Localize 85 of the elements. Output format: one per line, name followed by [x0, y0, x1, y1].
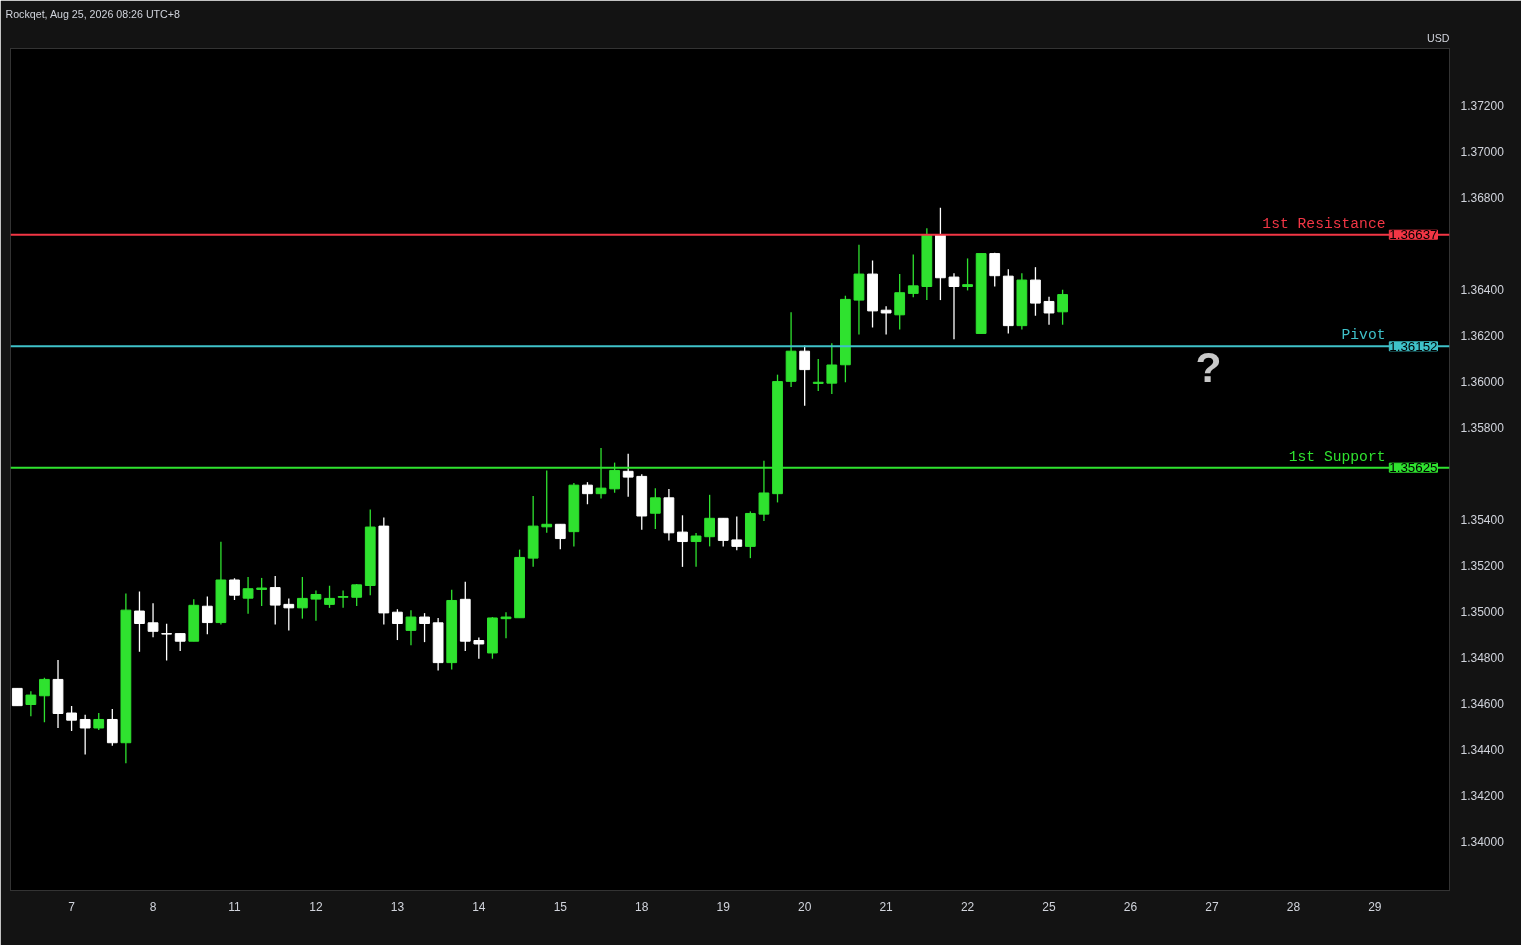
- candlestick: [907, 253, 919, 298]
- ref-line-label: 1.36152: [1389, 338, 1438, 354]
- candlestick: [405, 609, 417, 646]
- x-tick-label: 25: [1042, 899, 1057, 914]
- candlestick: [201, 595, 213, 635]
- candlestick: [717, 517, 729, 548]
- candlestick: [242, 576, 254, 615]
- x-tick-label: 12: [309, 899, 323, 914]
- candlestick: [66, 705, 77, 732]
- candlestick: [962, 257, 973, 292]
- candlestick: [690, 532, 702, 568]
- candlestick: [704, 494, 716, 548]
- x-tick-label: 13: [390, 899, 405, 914]
- candlestick: [826, 342, 838, 395]
- y-tick-label: 1.36800: [1460, 190, 1505, 205]
- x-tick-label: 15: [553, 899, 568, 914]
- candlestick: [799, 344, 811, 407]
- x-tick-label: 11: [228, 899, 242, 914]
- candlestick: [677, 514, 688, 568]
- y-tick-label: 1.34200: [1460, 789, 1505, 804]
- x-tick-label: 20: [797, 899, 812, 914]
- candlestick: [473, 636, 485, 660]
- annotation: 1st Resistance: [1262, 215, 1386, 232]
- candlestick: [296, 576, 308, 620]
- y-tick-label: 1.35000: [1460, 605, 1505, 620]
- x-tick-label: 29: [1368, 899, 1382, 914]
- x-tick-label: 8: [149, 899, 157, 914]
- y-tick-label: 1.34000: [1460, 835, 1505, 850]
- annotation: ?: [1195, 342, 1222, 391]
- candlestick: [269, 575, 281, 626]
- candlestick: [79, 713, 91, 756]
- candlestick: [229, 577, 240, 601]
- candlestick: [419, 612, 430, 643]
- candlestick: [649, 487, 661, 530]
- candlestick: [894, 273, 906, 331]
- y-tick-label: 1.37000: [1460, 144, 1505, 159]
- candlestick: [1057, 289, 1068, 326]
- candlestick: [310, 589, 322, 622]
- y-tick-label: 1.34800: [1460, 651, 1505, 666]
- text: Rockqet, Aug 25, 2026 08:26 UTC+8: [5, 7, 181, 20]
- candlestick: [812, 358, 824, 392]
- x-tick-label: 26: [1123, 899, 1138, 914]
- candlestick: [622, 453, 634, 498]
- candlestick: [948, 272, 960, 340]
- x-tick-label: 27: [1205, 899, 1219, 914]
- candlestick: [1043, 295, 1055, 326]
- y-tick-label: 1.34400: [1460, 743, 1505, 758]
- x-tick-label: 21: [879, 899, 894, 914]
- candlestick: [337, 589, 349, 609]
- candlestick: [392, 608, 403, 641]
- candlestick: [106, 708, 118, 747]
- x-tick-label: 18: [635, 899, 649, 914]
- candlestick: [1030, 266, 1041, 317]
- y-tick-label: 1.35800: [1460, 420, 1505, 435]
- x-tick-label: 22: [960, 899, 975, 914]
- candlestick: [989, 252, 1001, 288]
- candlestick: [554, 523, 566, 551]
- candlestick: [134, 590, 145, 653]
- x-tick-label: 28: [1286, 899, 1301, 914]
- x-tick-label: 14: [472, 899, 486, 914]
- annotation: 1st Support: [1288, 448, 1386, 465]
- y-tick-label: 1.37200: [1460, 98, 1505, 113]
- y-tick-label: 1.36400: [1460, 282, 1505, 297]
- candlestick: [582, 481, 593, 505]
- candlestick: [880, 305, 892, 336]
- x-tick-label: 19: [716, 899, 731, 914]
- candlestick: [25, 690, 37, 717]
- y-tick-label: 1.34600: [1460, 697, 1505, 712]
- y-axis-title: USD: [1427, 31, 1450, 44]
- y-tick-label: 1.35200: [1460, 558, 1505, 573]
- candlestick: [283, 597, 295, 632]
- y-tick-label: 1.36200: [1460, 328, 1505, 343]
- x-tick-label: 7: [68, 899, 76, 914]
- candlestick: [256, 577, 268, 607]
- candlestick: [731, 515, 743, 551]
- y-tick-label: 1.35400: [1460, 512, 1505, 527]
- candlestick: [500, 611, 512, 639]
- ref-line-label: 1.35625: [1389, 460, 1438, 476]
- candlestick: [161, 623, 173, 662]
- annotation: Pivot: [1341, 327, 1386, 344]
- candlestick: [324, 585, 335, 609]
- y-tick-label: 1.36000: [1460, 374, 1505, 389]
- candlestick: [147, 602, 159, 638]
- ref-line-label: 1.36637: [1389, 227, 1438, 243]
- candlestick: [39, 677, 50, 723]
